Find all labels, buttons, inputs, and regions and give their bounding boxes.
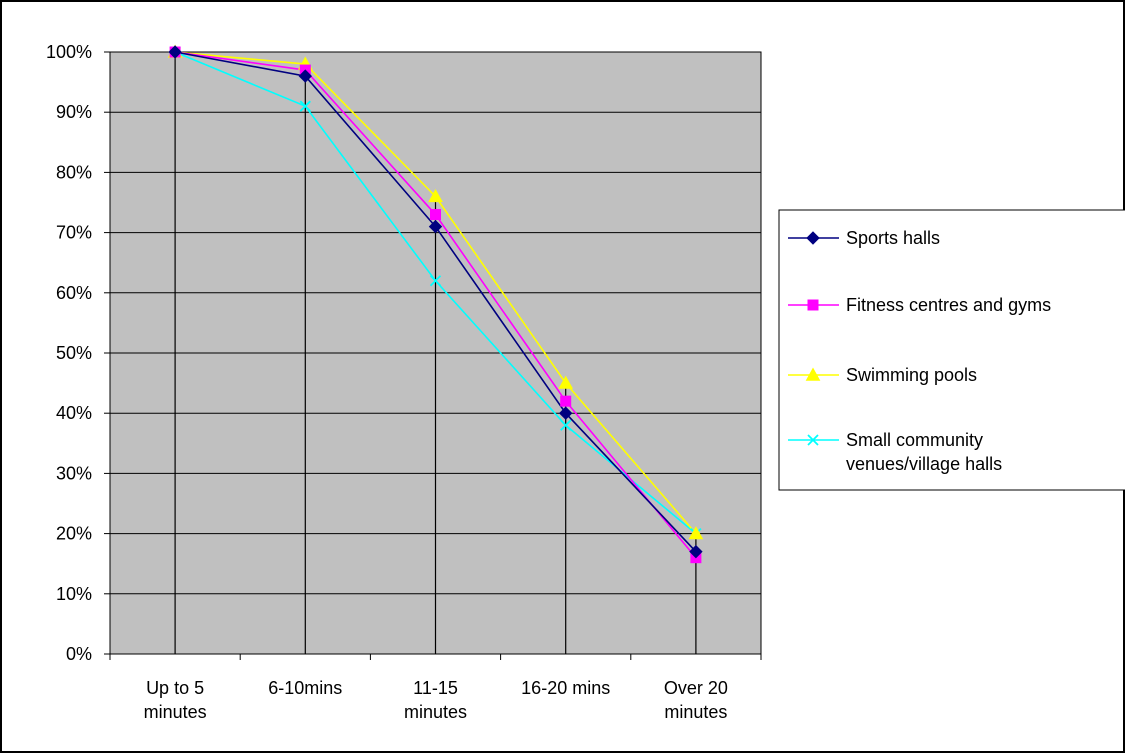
plot-border [109,51,762,655]
diamond-marker [298,69,313,83]
x-marker-stroke [560,419,572,431]
diamond-marker [558,406,573,420]
x-tick-label: 6-10mins [268,678,342,698]
square-marker [807,299,819,311]
data-point [298,69,313,83]
legend-label: Fitness centres and gyms [846,295,1051,315]
x-tick-label: Up to 5 minutes [144,678,207,722]
legend-item: Swimming pools [788,365,977,385]
x-tick-label-line: 6-10mins [268,678,342,698]
x-marker-stroke [429,275,442,287]
x-tick-label: 16-20 mins [521,678,610,698]
x-tick-label: 11-15 minutes [404,678,467,722]
y-tick-label: 30% [56,463,92,483]
data-point [688,526,704,540]
y-tick-label: 10% [56,584,92,604]
data-point [689,544,703,559]
x-tick-label-line: minutes [664,702,727,722]
axes: 0% 10% 20% 30% 40% 50% 60% 70% 80% 90% 100% Up to 5… [46,42,762,722]
x-marker-stroke [299,100,311,112]
y-tick-label: 100% [46,42,92,62]
series-markers [167,44,704,564]
y-tick-label: 80% [56,162,92,182]
square-marker [560,395,572,407]
triangle-marker [558,375,574,389]
legend-box [778,209,1125,491]
x-tick-label-line: minutes [144,702,207,722]
legend-label-line: Swimming pools [846,365,977,385]
x-tick-label-line: Up to 5 [146,678,204,698]
data-point [430,209,441,221]
x-marker-stroke [807,434,819,446]
legend-item: Fitness centres and gyms [788,295,1051,315]
diamond-marker [806,231,820,245]
legend-label-line: Fitness centres and gyms [846,295,1051,315]
triangle-marker [805,367,821,381]
legend-label-line: Small community [846,430,983,450]
legend-label-line: venues/village halls [846,454,1002,474]
x-tick-label: Over 20 minutes [664,678,728,722]
square-marker [430,209,441,221]
legend: Sports halls Fitness centres and gyms Swim… [778,209,1125,491]
legend-item: Sports halls [788,228,940,248]
data-point [560,395,572,407]
data-point [558,406,573,420]
y-tick-label: 50% [56,343,92,363]
data-point [299,100,311,112]
y-tick-label: 0% [66,644,92,664]
x-tick-label-line: 11-15 [413,678,458,698]
x-tick-label-line: 16-20 mins [521,678,610,698]
legend-item: Small community venues/village halls [788,430,1002,474]
y-tick-label: 70% [56,223,92,243]
triangle-marker [688,526,704,540]
legend-label: Swimming pools [846,365,977,385]
diamond-marker [428,219,443,234]
data-point [428,188,443,203]
diamond-marker [689,544,703,559]
data-point [560,419,572,431]
y-tick-label: 60% [56,283,92,303]
data-point [168,45,182,59]
triangle-marker [428,188,443,203]
data-point [429,275,442,287]
x-tick-label-line: minutes [404,702,467,722]
legend-label-line: Sports halls [846,228,940,248]
data-point [558,375,574,389]
y-tick-label: 20% [56,524,92,544]
y-tick-label: 90% [56,102,92,122]
legend-label: Small community venues/village halls [846,430,1002,474]
diamond-marker [168,45,182,59]
y-tick-label: 40% [56,403,92,423]
data-point [428,219,443,234]
x-tick-label-line: Over 20 [664,678,728,698]
legend-label: Sports halls [846,228,940,248]
